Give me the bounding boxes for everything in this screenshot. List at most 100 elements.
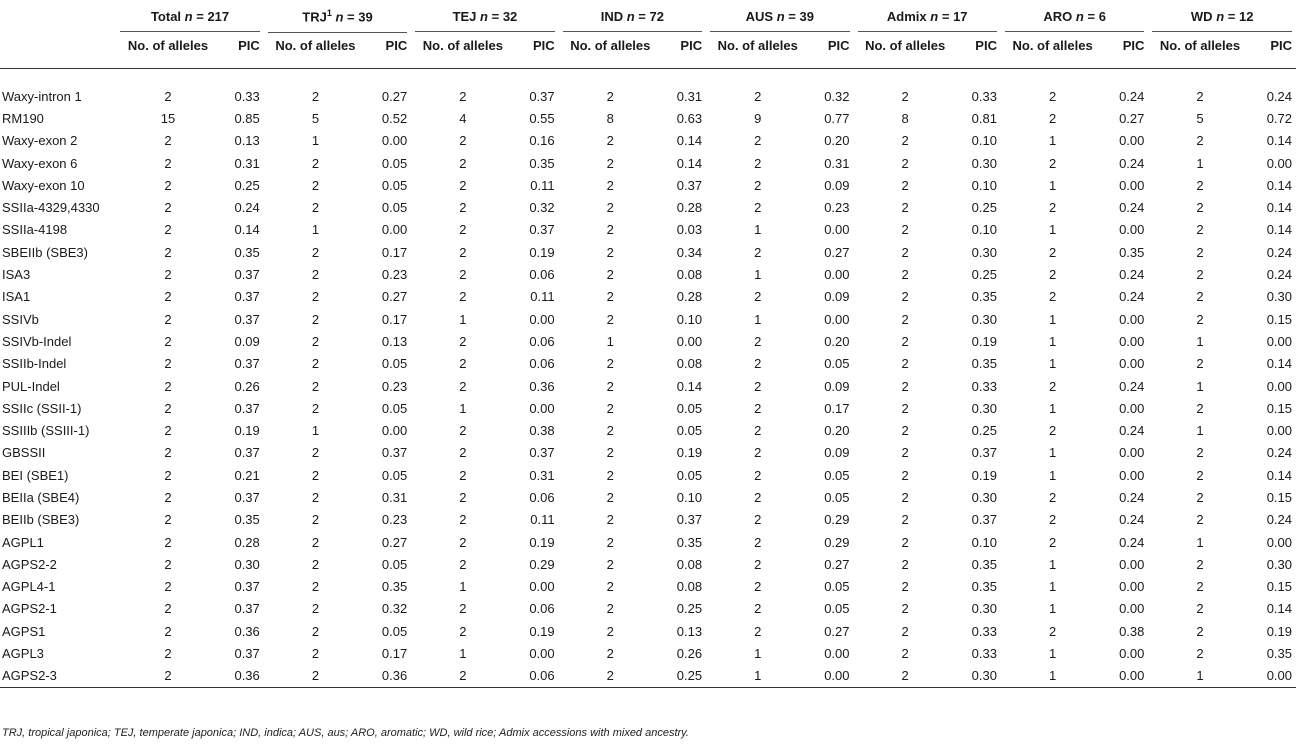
footnote-marker: 1 (326, 8, 332, 19)
marker-name: AGPS1 (2, 623, 46, 639)
allele-count: 2 (459, 556, 467, 572)
table-row: Waxy-exon 10 2 0.25 2 0.05 2 0.11 2 0.37 2 0.09 2 0.… (0, 174, 1296, 196)
group-label: WD (1190, 9, 1213, 24)
table-row: ISA1 2 0.37 2 0.27 2 0.11 2 0.28 2 0.09 2 0.35 2 0.24 2… (0, 286, 1296, 308)
n-symbol: n (1075, 9, 1084, 24)
pic-value: 0.36 (234, 623, 260, 639)
pic-value: 0.00 (1119, 601, 1145, 617)
allele-count: 2 (311, 623, 320, 639)
allele-count: 15 (160, 110, 176, 126)
pic-column-header: PIC (514, 36, 559, 69)
pic-value: 0.21 (234, 467, 260, 483)
marker-name: ISA1 (2, 289, 31, 305)
allele-count: 2 (311, 467, 320, 483)
allele-count: 2 (1196, 445, 1204, 461)
allele-count: 2 (1196, 222, 1204, 238)
allele-count: 2 (164, 601, 172, 617)
marker-name: ISA3 (2, 267, 31, 283)
pic-value: 0.13 (234, 133, 260, 149)
table-row: AGPS2-1 2 0.37 2 0.32 2 0.06 2 0.25 2 0.05 2 0.30 1 0.… (0, 598, 1296, 620)
allele-count: 2 (411, 664, 515, 689)
table-footnote: TRJ, tropical japonica; TEJ, temperate j… (2, 727, 689, 739)
pic-value: 0.31 (529, 467, 555, 483)
allele-count: 2 (311, 378, 320, 394)
allele-count: 2 (606, 489, 614, 505)
allele-count: 2 (311, 311, 320, 327)
equals-sign: = (1083, 9, 1099, 24)
allele-count: 2 (164, 556, 172, 572)
pic-value: 0.37 (234, 356, 260, 372)
pic-value: 0.06 (529, 267, 555, 283)
pic-value: 0.27 (381, 88, 408, 104)
allele-count: 2 (901, 489, 909, 505)
pic-value: 0.25 (971, 200, 997, 216)
pic-value: 0.00 (809, 664, 854, 689)
allele-count: 2 (1048, 267, 1057, 283)
pic-value: 0.19 (529, 534, 555, 550)
allele-count: 1 (754, 311, 762, 327)
allele-count: 2 (459, 467, 467, 483)
table-row: AGPS1 2 0.36 2 0.05 2 0.19 2 0.13 2 0.27 2 0.33 2 0.38… (0, 620, 1296, 642)
pic-value: 0.00 (1251, 664, 1296, 689)
allele-count: 2 (754, 601, 762, 617)
group-n-value: 6 (1098, 9, 1106, 24)
pic-value: 0.15 (1266, 579, 1292, 595)
pic-value: 0.29 (529, 556, 555, 572)
pic-value: 0.10 (971, 534, 997, 550)
pic-value: 0.25 (234, 177, 260, 193)
allele-count: 2 (459, 601, 467, 617)
pic-value: 0.27 (824, 556, 850, 572)
alleles-column-header: No. of alleles (558, 36, 662, 69)
pic-value: 0.27 (381, 534, 408, 550)
n-symbol: n (184, 9, 193, 24)
allele-count: 2 (853, 664, 957, 689)
pic-value: 0.36 (219, 664, 264, 689)
table-row: SSIVb 2 0.37 2 0.17 1 0.00 2 0.10 1 0.00 2 0.30 1 0.00… (0, 308, 1296, 330)
pic-value: 0.35 (1266, 646, 1292, 662)
allele-count: 2 (459, 489, 467, 505)
allele-count: 1 (311, 423, 320, 439)
pic-value: 0.35 (529, 155, 555, 171)
allele-count: 2 (1196, 244, 1204, 260)
table-row: SSIIIb (SSIII-1) 2 0.19 1 0.00 2 0.38 2 0.05 2 0.2… (0, 419, 1296, 441)
pic-column-header: PIC (1251, 36, 1296, 69)
pic-value: 0.30 (971, 244, 997, 260)
allele-count: 2 (164, 133, 172, 149)
pic-value: 0.30 (971, 489, 997, 505)
pic-value: 0.06 (529, 489, 555, 505)
pic-value: 0.32 (824, 88, 850, 104)
pic-value: 0.27 (1119, 110, 1145, 126)
n-symbol: n (480, 9, 488, 24)
pic-value: 0.35 (234, 244, 260, 260)
marker-name: AGPL1 (2, 534, 44, 550)
pic-value: 0.17 (381, 244, 408, 260)
allele-count: 2 (901, 133, 909, 149)
equals-sign: = (634, 9, 650, 24)
allele-count: 2 (901, 579, 909, 595)
allele-count: 2 (459, 512, 467, 528)
allele-count: 2 (311, 556, 320, 572)
table-row: SBEIIb (SBE3) 2 0.35 2 0.17 2 0.19 2 0.34 2 0.27 2 0… (0, 241, 1296, 263)
marker-name: SSIIc (SSII-1) (2, 400, 82, 416)
allele-count: 1 (1048, 601, 1057, 617)
pic-value: 0.09 (824, 289, 850, 305)
pic-value: 0.23 (824, 200, 850, 216)
allele-count: 2 (311, 244, 320, 260)
pic-value: 0.10 (971, 222, 997, 238)
allele-count: 2 (164, 88, 172, 104)
allele-count: 2 (164, 222, 172, 238)
pic-value: 0.00 (381, 423, 408, 439)
marker-name: Waxy-exon 6 (2, 155, 78, 171)
pic-value: 0.37 (234, 400, 260, 416)
pic-value: 0.24 (1119, 289, 1145, 305)
table-row: ISA3 2 0.37 2 0.23 2 0.06 2 0.08 1 0.00 2 0.25 2 0.24 2… (0, 263, 1296, 285)
allele-count: 2 (901, 534, 909, 550)
allele-count: 2 (459, 222, 467, 238)
allele-count: 2 (901, 177, 909, 193)
pic-value: 0.05 (381, 467, 408, 483)
pic-value: 0.37 (676, 177, 703, 193)
allele-count: 2 (754, 623, 762, 639)
pic-value: 0.05 (824, 489, 850, 505)
allele-count: 2 (1048, 244, 1057, 260)
allele-count: 2 (1196, 267, 1204, 283)
